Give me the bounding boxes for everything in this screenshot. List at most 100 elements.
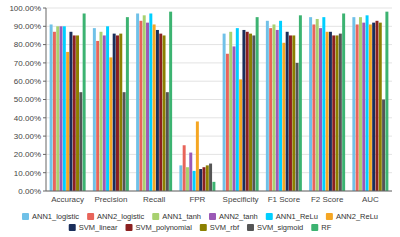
bar [139, 21, 142, 191]
legend-swatch [247, 224, 254, 231]
bar [99, 32, 102, 191]
bar [209, 164, 212, 191]
legend-label: RF [321, 223, 331, 232]
bar [193, 171, 196, 191]
bar [189, 153, 192, 191]
tick-label: 100.00% [9, 4, 41, 13]
bar [106, 26, 109, 191]
bar [286, 32, 289, 191]
legend-swatch [87, 213, 94, 220]
legend-swatch [126, 224, 133, 231]
bar [186, 167, 189, 191]
bar [156, 30, 159, 191]
tick-label: 90.00% [14, 22, 41, 31]
legend-label: ANN1_logistic [32, 212, 79, 221]
bar [63, 26, 66, 191]
bar [199, 169, 202, 191]
tick-label: 10.00% [14, 169, 41, 178]
legend-item: SVM_linear [69, 223, 118, 232]
legend-swatch [200, 224, 207, 231]
bar [352, 17, 355, 191]
y-axis-line [46, 8, 47, 191]
bar [359, 17, 362, 191]
legend-swatch [69, 224, 76, 231]
bar [292, 35, 295, 191]
bar [96, 41, 99, 191]
bar [319, 28, 322, 191]
bar [385, 12, 388, 191]
bars [50, 12, 389, 191]
bar [309, 17, 312, 191]
category-label: Specificity [223, 195, 259, 204]
bar [113, 34, 116, 191]
bar [143, 15, 146, 191]
bar [83, 13, 86, 191]
bar [326, 32, 329, 191]
bar [256, 17, 259, 191]
bar [375, 21, 378, 191]
bar [236, 28, 239, 191]
bar [316, 19, 319, 191]
bar [276, 30, 279, 191]
bar [196, 121, 199, 191]
grid-line [46, 8, 392, 9]
legend-swatch [326, 213, 333, 220]
legend-label: SVM_polynomial [136, 223, 193, 232]
bar [93, 28, 96, 191]
bar [53, 32, 56, 191]
legend-item: SVM_polynomial [126, 223, 193, 232]
category-label: FPR [189, 195, 205, 204]
category-label: AUC [362, 195, 379, 204]
bar [50, 24, 53, 191]
bar [79, 92, 82, 191]
legend-swatch [209, 213, 216, 220]
category-label: Precision [94, 195, 127, 204]
legend-label: SVM_linear [79, 223, 118, 232]
legend-label: ANN1_ReLu [276, 212, 318, 221]
tick-label: 30.00% [14, 132, 41, 141]
bar [153, 24, 156, 191]
bar [163, 35, 166, 191]
x-axis-line [46, 191, 392, 192]
tick-label: 70.00% [14, 59, 41, 68]
tick-label: 80.00% [14, 40, 41, 49]
bar [183, 145, 186, 191]
legend-item: ANN2_logistic [87, 212, 144, 221]
legend-label: ANN2_tanh [219, 212, 258, 221]
legend-item: ANN1_logistic [22, 212, 79, 221]
chart: ANN1_logisticANN2_logisticANN1_tanhANN2_… [0, 0, 400, 237]
category-label: F2 Score [311, 195, 344, 204]
category-label: F1 Score [268, 195, 301, 204]
bar [159, 34, 162, 191]
bar [279, 21, 282, 191]
bar [249, 34, 252, 191]
category-label: Accuracy [51, 195, 84, 204]
bar [179, 165, 182, 191]
legend-item: ANN2_ReLu [326, 212, 378, 221]
bar [229, 32, 232, 191]
bar [60, 26, 63, 191]
bar [56, 26, 59, 191]
bar [166, 92, 169, 191]
bar [342, 13, 345, 191]
bar [372, 23, 375, 191]
legend-swatch [152, 213, 159, 220]
bar [73, 35, 76, 191]
bar [136, 13, 139, 191]
legend-label: ANN2_ReLu [336, 212, 378, 221]
grid-line [46, 191, 392, 192]
bar [119, 34, 122, 191]
bar [252, 35, 255, 191]
bar [239, 79, 242, 191]
bar [69, 32, 72, 191]
legend-item: SVM_rbf [200, 223, 240, 232]
bar [116, 35, 119, 191]
legend-label: ANN2_logistic [97, 212, 144, 221]
bar [223, 34, 226, 191]
bar [202, 167, 205, 191]
bar [369, 24, 372, 191]
bar [282, 43, 285, 191]
bar [339, 34, 342, 191]
grid-line [46, 26, 392, 27]
bar [362, 23, 365, 191]
